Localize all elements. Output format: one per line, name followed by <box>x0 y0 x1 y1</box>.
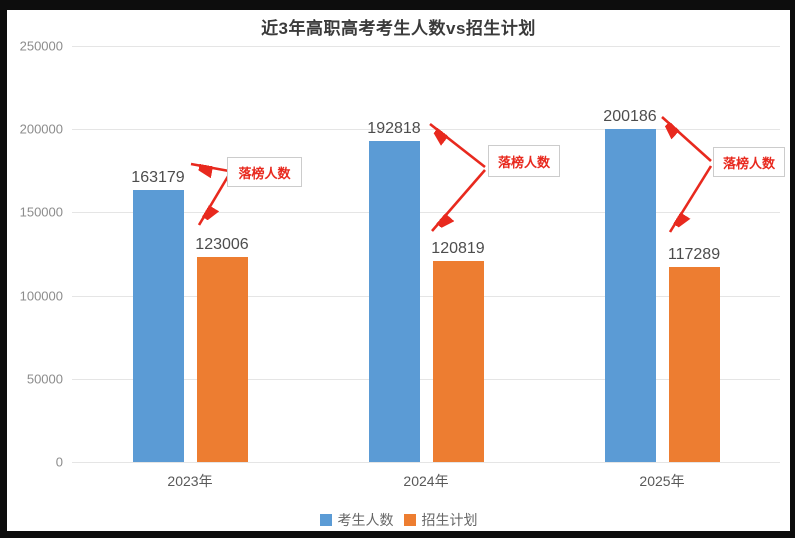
y-axis-tick-0: 0 <box>55 454 63 470</box>
chart-title: 近3年高职高考考生人数vs招生计划 <box>261 19 536 38</box>
gridline-200000 <box>72 129 780 131</box>
failed-candidates-callout-1: 落榜人数 <box>227 157 302 187</box>
y-axis-tick-250000: 250000 <box>19 38 63 54</box>
candidates-bar-2024 <box>368 141 420 462</box>
gridline-250000 <box>72 46 780 47</box>
y-axis-tick-150000: 150000 <box>19 204 63 220</box>
candidates-bar-2025 <box>604 128 656 462</box>
candidates-bar-2023 <box>132 190 184 462</box>
enrollment-plan-value-label-2025: 117289 <box>667 245 721 263</box>
x-axis-label-2024: 2024年 <box>403 473 449 489</box>
legend-label-candidates: 考生人数 <box>337 512 394 528</box>
legend: 考生人数 招生计划 <box>7 510 790 530</box>
candidates-value-label-2024: 192818 <box>367 120 421 138</box>
gridline-100000 <box>72 295 780 297</box>
failed-candidates-callout-2: 落榜人数 <box>488 145 560 177</box>
legend-item-enrollment-plan[interactable]: 招生计划 <box>403 510 478 530</box>
chart-canvas: 近3年高职高考考生人数vs招生计划 0 50000 100000 150000 2000… <box>7 10 790 531</box>
y-axis-tick-50000: 50000 <box>26 371 63 387</box>
legend-item-candidates[interactable]: 考生人数 <box>319 510 394 530</box>
enrollment-plan-bar-2025 <box>668 266 720 462</box>
annotation-arrow-2-to-enrollment <box>431 169 486 232</box>
annotation-arrow-3-to-enrollment <box>668 165 713 233</box>
legend-label-enrollment-plan: 招生计划 <box>421 512 478 528</box>
failed-candidates-callout-3: 落榜人数 <box>713 147 785 177</box>
enrollment-plan-value-label-2023: 123006 <box>195 236 249 254</box>
candidates-swatch-icon <box>319 514 332 526</box>
gridline-50000 <box>72 378 780 380</box>
candidates-value-label-2025: 200186 <box>603 107 657 125</box>
enrollment-plan-value-label-2024: 120819 <box>431 239 485 257</box>
enrollment-plan-swatch-icon <box>403 514 416 526</box>
candidates-value-label-2023: 163179 <box>131 169 185 187</box>
gridline-0 <box>72 462 780 463</box>
enrollment-plan-bar-2024 <box>432 260 484 462</box>
enrollment-plan-bar-2023 <box>196 257 248 462</box>
y-axis-tick-100000: 100000 <box>19 288 63 304</box>
gridline-150000 <box>72 212 780 214</box>
x-axis-label-2025: 2025年 <box>639 473 685 489</box>
y-axis-tick-200000: 200000 <box>19 121 63 137</box>
x-axis-label-2023: 2023年 <box>167 473 213 489</box>
